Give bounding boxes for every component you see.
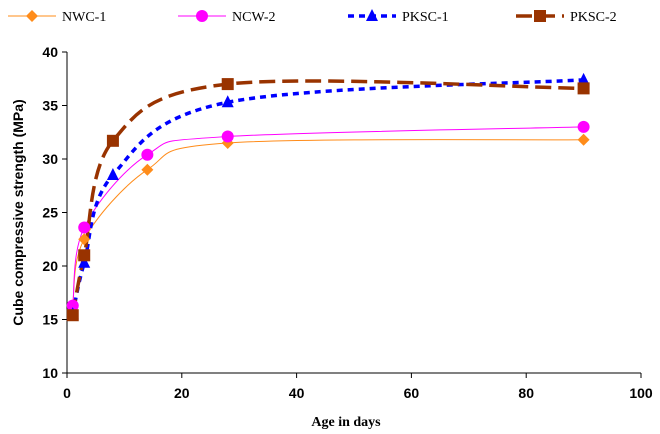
legend-label: NCW-2 bbox=[232, 10, 276, 25]
data-point-nwc-1 bbox=[577, 133, 590, 146]
data-point-ncw-2 bbox=[141, 148, 154, 161]
x-tick-label: 0 bbox=[63, 385, 71, 401]
data-point-ncw-2 bbox=[78, 221, 91, 234]
y-tick-label: 15 bbox=[42, 312, 58, 328]
series-line-pksc-1 bbox=[71, 78, 584, 315]
y-tick-label: 35 bbox=[42, 98, 58, 114]
data-point-pksc-2 bbox=[577, 82, 590, 95]
data-point-pksc-2 bbox=[78, 249, 91, 262]
series-line-nwc-1 bbox=[72, 139, 584, 306]
y-tick-label: 25 bbox=[42, 205, 58, 221]
series-lines bbox=[71, 78, 584, 316]
y-tick-label: 10 bbox=[42, 365, 58, 381]
series-markers bbox=[66, 72, 590, 322]
y-tick-label: 20 bbox=[42, 258, 58, 274]
data-point-pksc-1 bbox=[78, 255, 91, 268]
data-point-pksc-1 bbox=[221, 95, 234, 108]
data-point-ncw-2 bbox=[577, 120, 590, 133]
y-tick-label: 40 bbox=[42, 44, 58, 60]
legend-label: NWC-1 bbox=[62, 10, 106, 25]
legend-marker-ncw-2 bbox=[196, 10, 208, 22]
data-point-pksc-2 bbox=[221, 78, 234, 91]
legend-marker-pksc-2 bbox=[534, 10, 546, 22]
x-tick-label: 60 bbox=[404, 385, 420, 401]
data-point-ncw-2 bbox=[66, 299, 79, 312]
data-point-pksc-1 bbox=[106, 168, 119, 181]
y-tick-label: 30 bbox=[42, 151, 58, 167]
axes: 10 15 20 25 30 35 40 0 20 40 60 80 100 bbox=[42, 44, 652, 401]
legend-label: PKSC-1 bbox=[402, 10, 449, 25]
data-point-pksc-1 bbox=[577, 72, 590, 85]
x-tick-label: 20 bbox=[174, 385, 190, 401]
x-tick-label: 80 bbox=[518, 385, 534, 401]
legend-marker-nwc-1 bbox=[26, 10, 38, 22]
y-axis-title: Cube compressive strength (MPa) bbox=[10, 99, 26, 325]
series-line-pksc-2 bbox=[71, 79, 584, 316]
data-point-pksc-2 bbox=[66, 309, 79, 322]
data-point-nwc-1 bbox=[78, 233, 91, 246]
data-point-nwc-1 bbox=[141, 163, 154, 176]
legend-label: PKSC-2 bbox=[570, 10, 617, 25]
data-point-ncw-2 bbox=[221, 130, 234, 143]
x-tick-label: 40 bbox=[289, 385, 305, 401]
x-axis-title: Age in days bbox=[311, 415, 381, 430]
legend: NWC-1 NCW-2 PKSC-1 PKSC-2 bbox=[8, 9, 617, 25]
legend-marker-pksc-1 bbox=[366, 9, 378, 21]
x-tick-label: 100 bbox=[629, 385, 653, 401]
data-point-pksc-2 bbox=[106, 134, 119, 147]
